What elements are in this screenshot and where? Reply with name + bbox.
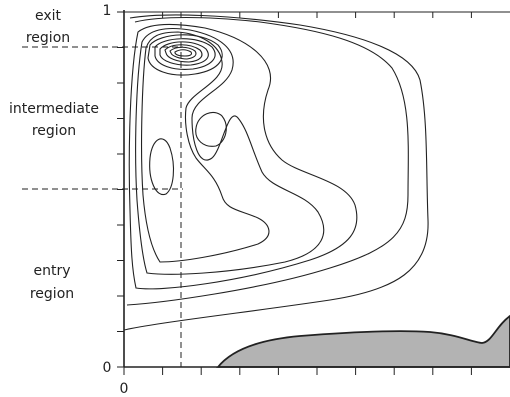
contour-line-5 [142,32,269,262]
dashed-guides [22,12,183,367]
contour-line-3 [129,25,357,289]
exit-label-line1: exit [35,8,62,24]
contour-line-10 [170,47,196,59]
intermediate-label-line1: intermediate [9,101,99,117]
entry-label-line1: entry [33,263,70,279]
contour-line-13 [150,139,174,195]
entry-label-line2: region [30,286,74,302]
y-axis-bottom-label: 0 [103,360,112,376]
contour-line-11 [175,50,192,56]
contour-line-12 [196,112,227,146]
y-axis-top-label: 1 [103,3,112,19]
contour-lines [124,15,428,330]
intermediate-label-line2: region [32,123,76,139]
exit-label-line2: region [26,30,70,46]
shaded-region [218,316,510,367]
x-axis-origin-label: 0 [120,381,129,397]
axes [124,10,510,367]
